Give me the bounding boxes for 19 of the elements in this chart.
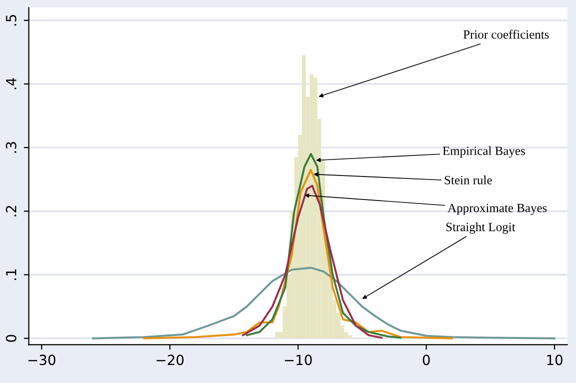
line-series — [242, 184, 382, 339]
x-tick-label: 0 — [422, 354, 430, 366]
y-tick-label: .1 — [6, 269, 16, 280]
line-series — [92, 266, 556, 340]
y-tick-label: .3 — [6, 142, 16, 153]
y-tick-label: .4 — [6, 78, 16, 90]
annotation: Stein rule — [444, 176, 492, 184]
y-tick-label: .2 — [6, 206, 16, 216]
x-tick-label: 10 — [547, 354, 562, 366]
x-tick-label: −20 — [156, 354, 184, 366]
x-tick-label: −30 — [28, 354, 56, 366]
y-tick-label: 0 — [6, 334, 16, 342]
annotation: Empirical Bayes — [442, 146, 525, 158]
annotation: Straight Logit — [446, 222, 516, 234]
x-tick-label: −10 — [284, 354, 312, 366]
line-series — [246, 152, 402, 339]
annotation: Approximate Bayes — [448, 204, 547, 215]
annotation: Prior coefficients — [463, 30, 549, 39]
y-tick-label: .5 — [6, 14, 16, 26]
